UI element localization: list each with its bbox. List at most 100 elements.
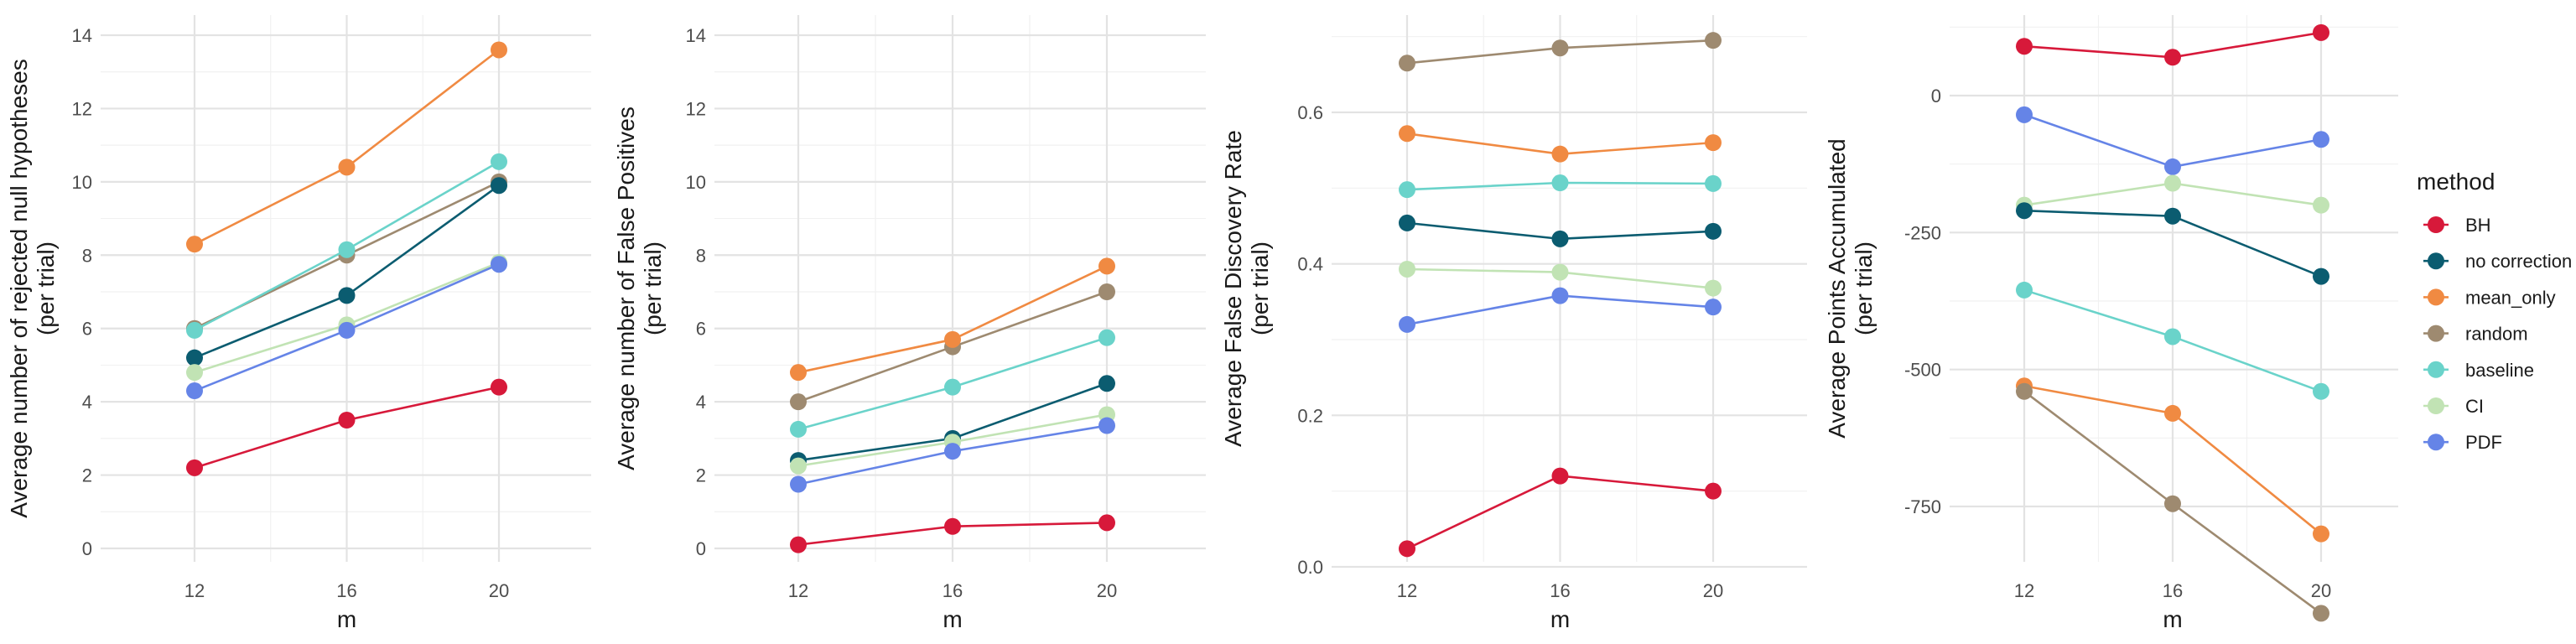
x-tick-label: 16 — [336, 580, 356, 601]
data-point-mean-only — [790, 364, 807, 382]
legend-key-point — [2428, 361, 2444, 378]
y-tick-label: 0.2 — [1297, 405, 1323, 426]
data-point-no-correction — [1705, 222, 1722, 240]
legend-key-point — [2428, 216, 2444, 233]
x-axis-title: m — [943, 606, 962, 632]
data-point-baseline — [2164, 328, 2181, 345]
series-pdf — [790, 417, 1115, 493]
data-point-bh — [2016, 38, 2033, 55]
data-point-random — [2313, 605, 2329, 622]
series-baseline — [1399, 174, 1722, 199]
y-axis-title: Average Points Accumulated — [1824, 138, 1850, 438]
data-point-ci — [186, 364, 203, 382]
data-point-ci — [1551, 263, 1569, 281]
data-point-no-correction — [2016, 202, 2033, 220]
data-point-pdf — [1705, 299, 1722, 316]
data-point-baseline — [2016, 281, 2033, 299]
y-tick-label: 12 — [686, 98, 706, 119]
data-point-baseline — [491, 153, 507, 170]
data-point-random — [1098, 283, 1115, 300]
data-point-baseline — [790, 420, 807, 438]
series-mean-only — [186, 41, 507, 253]
y-axis-title: Average number of rejected null hypothes… — [6, 59, 32, 517]
y-tick-label: -250 — [1904, 222, 1941, 243]
data-point-ci — [1705, 279, 1722, 297]
data-point-no-correction — [338, 287, 356, 304]
x-tick-label: 20 — [489, 580, 509, 601]
data-point-pdf — [944, 443, 961, 460]
data-point-no-correction — [186, 349, 203, 366]
legend-label: CI — [2465, 396, 2484, 417]
y-tick-label: 4 — [696, 392, 706, 413]
data-point-baseline — [2313, 382, 2329, 400]
series-random — [1399, 32, 1722, 72]
series-ci — [1399, 260, 1722, 297]
x-axis-title: m — [337, 606, 356, 632]
y-tick-label: 0 — [1931, 86, 1941, 106]
data-point-pdf — [2164, 158, 2181, 175]
y-tick-label: 0.6 — [1297, 102, 1323, 123]
panel-4: 12 16 20 0 -250 -500 -750 m Average Points Accum… — [1824, 15, 2398, 632]
data-point-mean-only — [1551, 145, 1569, 163]
x-tick-label: 20 — [1097, 580, 1117, 601]
legend-item-bh: BH — [2423, 215, 2491, 236]
data-point-no-correction — [2313, 267, 2329, 285]
data-point-pdf — [186, 382, 203, 400]
series-pdf — [2016, 106, 2329, 175]
panel-3: 12 16 20 0.0 0.2 0.4 0.6 m Average False Discove… — [1220, 15, 1807, 632]
legend-item-pdf: PDF — [2423, 432, 2502, 453]
y-axis-title-unit: (per trial) — [33, 242, 59, 335]
x-tick-label: 16 — [1550, 580, 1570, 601]
x-tick-label: 12 — [2014, 580, 2034, 601]
legend-key-point — [2428, 288, 2444, 306]
series-no-correction — [1399, 214, 1722, 247]
series-pdf — [1399, 287, 1722, 333]
x-tick-label: 12 — [1397, 580, 1417, 601]
data-point-ci — [790, 457, 807, 475]
data-point-bh — [944, 517, 961, 535]
y-tick-label: 6 — [696, 319, 706, 340]
data-point-no-correction — [491, 177, 507, 195]
data-point-random — [2164, 495, 2181, 512]
data-point-baseline — [944, 378, 961, 396]
y-tick-label: 4 — [82, 392, 92, 413]
y-axis-title-unit: (per trial) — [1247, 242, 1273, 335]
y-tick-label: 14 — [72, 25, 92, 46]
data-point-bh — [1551, 467, 1569, 485]
data-point-pdf — [1551, 287, 1569, 304]
data-point-bh — [1705, 482, 1722, 500]
y-tick-label: 2 — [82, 465, 92, 486]
series-bh — [186, 378, 507, 476]
series-bh — [2016, 23, 2329, 66]
legend-item-no-correction: no correction — [2423, 251, 2572, 272]
data-point-mean-only — [2313, 525, 2329, 543]
data-point-pdf — [491, 256, 507, 273]
y-tick-label: -750 — [1904, 496, 1941, 517]
data-point-ci — [2313, 196, 2329, 214]
data-point-random — [790, 393, 807, 411]
legend-item-baseline: baseline — [2423, 360, 2534, 381]
series-random — [2016, 382, 2329, 622]
legend-label: baseline — [2465, 360, 2534, 381]
data-point-pdf — [1399, 315, 1415, 333]
data-point-mean-only — [2164, 404, 2181, 422]
y-axis-title-unit: (per trial) — [1851, 242, 1877, 335]
y-tick-label: 8 — [82, 245, 92, 266]
data-point-ci — [1399, 260, 1415, 278]
series-bh — [790, 514, 1115, 553]
series-baseline — [790, 329, 1115, 438]
data-point-no-correction — [1551, 230, 1569, 247]
data-point-bh — [186, 459, 203, 476]
series-baseline — [186, 153, 507, 339]
legend-item-ci: CI — [2423, 396, 2484, 417]
series-pdf — [186, 256, 507, 400]
x-tick-label: 16 — [943, 580, 963, 601]
series-no-correction — [186, 177, 507, 366]
y-tick-label: 8 — [696, 245, 706, 266]
legend-label: no correction — [2465, 251, 2572, 272]
y-tick-label: 0 — [696, 538, 706, 559]
data-point-bh — [1098, 514, 1115, 532]
data-point-baseline — [1705, 174, 1722, 192]
